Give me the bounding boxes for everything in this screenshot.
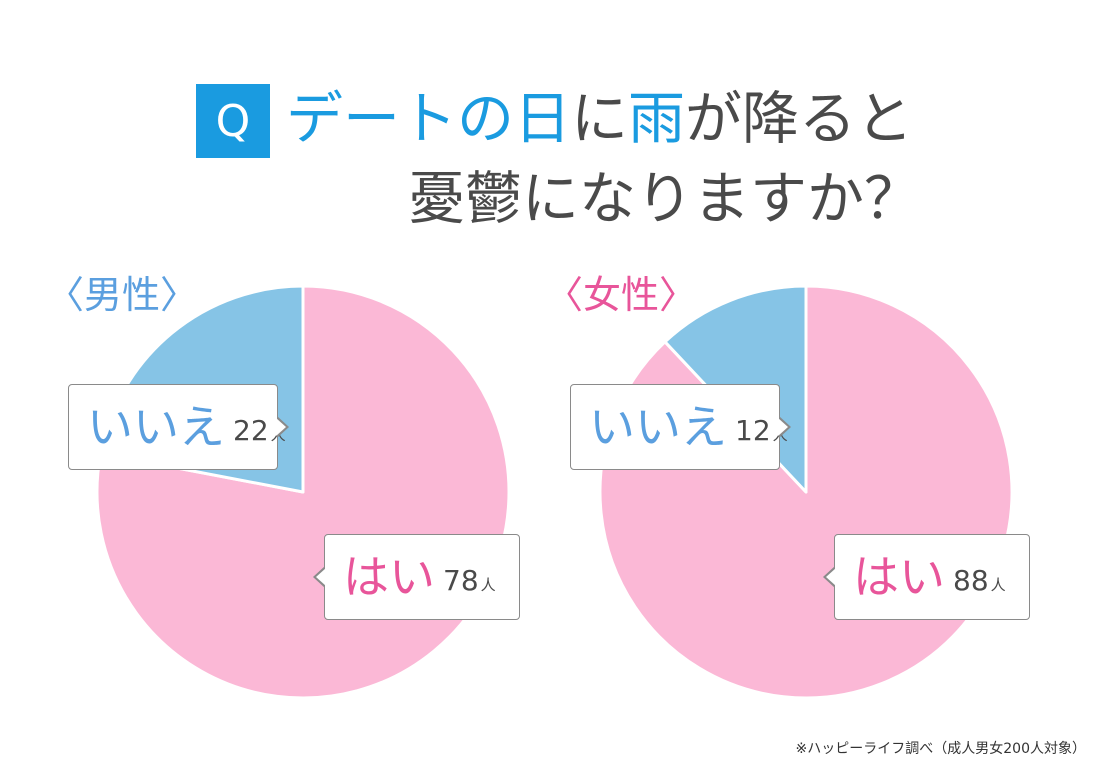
slice-unit: 人: [480, 576, 496, 594]
slice-value: 12: [735, 414, 771, 447]
female-section-label: 〈女性〉: [545, 273, 698, 317]
slice-label: いいえ: [589, 400, 727, 454]
slice-value: 88: [953, 564, 989, 597]
slice-label: いいえ: [87, 400, 225, 454]
title-part: に: [571, 86, 628, 152]
title-part: が降ると: [685, 86, 913, 152]
male-hai-callout: はい 78 人: [324, 534, 520, 620]
slice-label: はい: [343, 550, 435, 604]
q-badge: Q: [196, 84, 270, 158]
pie-chart-male: [95, 284, 511, 700]
title-line-1: デートの日に雨が降ると: [286, 84, 913, 154]
title-part: デートの日: [286, 86, 571, 152]
pie-chart-female: [598, 284, 1014, 700]
source-footnote: ※ハッピーライフ調べ（成人男女200人対象）: [795, 741, 1086, 757]
slice-unit: 人: [270, 426, 286, 444]
slice-unit: 人: [772, 426, 788, 444]
female-iie-callout: いいえ 12 人: [570, 384, 788, 470]
title-part: 雨: [628, 86, 685, 152]
male-section-label: 〈男性〉: [46, 273, 199, 317]
slice-value: 78: [443, 564, 479, 597]
question-title: Q デートの日に雨が降ると 憂鬱になりますか？: [0, 78, 1100, 248]
title-line-2: 憂鬱になりますか？: [408, 166, 921, 232]
slice-label: はい: [853, 550, 945, 604]
female-hai-callout: はい 88 人: [834, 534, 1030, 620]
slice-unit: 人: [990, 576, 1006, 594]
male-iie-callout: いいえ 22 人: [68, 384, 286, 470]
slice-value: 22: [233, 414, 269, 447]
